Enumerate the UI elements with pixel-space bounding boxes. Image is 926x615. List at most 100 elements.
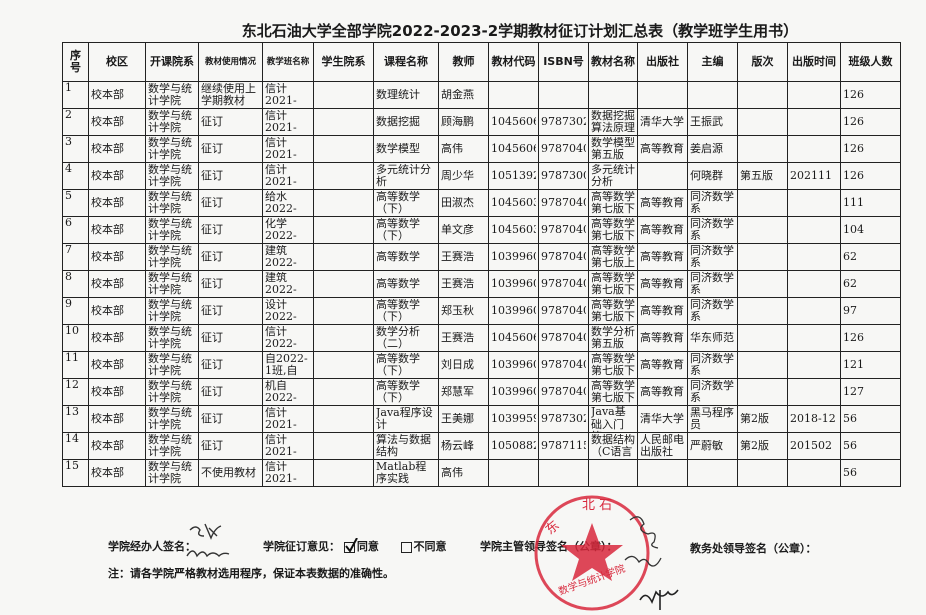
table-cell: 13 [62, 405, 89, 433]
cell-text: 数学与统计学院 [148, 460, 192, 485]
table-cell: 104560639 [488, 135, 539, 163]
table-cell: 62 [840, 270, 901, 298]
opinion-group: 学院征订意见： 同意 不同意 [263, 537, 447, 554]
table-cell: 高等数学（下） [373, 378, 439, 406]
cell-text: 数学与统计学院 [148, 433, 192, 458]
disagree-checkbox[interactable] [400, 541, 412, 553]
table-cell: 郑玉秋 [438, 297, 489, 325]
table-cell: 校本部 [88, 216, 146, 244]
table-cell: 数学与统计学院 [145, 324, 199, 352]
table-cell [313, 189, 374, 217]
table-cell: 9787040396621 [538, 270, 589, 298]
table-cell: 127 [840, 378, 901, 406]
table-cell [637, 81, 688, 109]
cell-text: 104560636 [491, 115, 536, 128]
cell-text: 6 [65, 217, 72, 229]
cell-text: 103996090 [491, 304, 536, 317]
cell-text: 高等教育 [640, 277, 684, 290]
cell-text: 126 [843, 142, 864, 155]
cell-text: 103996090 [491, 358, 536, 371]
cell-text: 王赛浩 [441, 277, 474, 290]
table-cell: 103996091 [488, 243, 539, 271]
table-cell: 高等数学第七版下 [588, 189, 638, 217]
table-cell: 103996090 [488, 351, 539, 379]
table-cell: 高等数学 [373, 270, 439, 298]
table-cell: 126 [840, 162, 901, 190]
table-cell: 数学与统计学院 [145, 135, 199, 163]
cell-text: 9787040396621 [541, 277, 586, 290]
table-cell: 不使用教材 [198, 459, 263, 487]
table-cell: 校本部 [88, 135, 146, 163]
table-cell: 10 [62, 324, 89, 352]
table-cell: 自2022-1班,自 [262, 351, 314, 379]
column-header: 学生院系 [313, 42, 374, 82]
cell-text: 信计2021- [265, 136, 297, 161]
table-cell: 9787040396621 [538, 297, 589, 325]
table-cell [787, 297, 841, 325]
cell-text: 征订 [201, 115, 223, 128]
cell-text: 9787040396621 [541, 385, 586, 398]
table-cell [787, 270, 841, 298]
cell-text: 126 [843, 115, 864, 128]
cell-text: Java程序设计 [376, 406, 433, 431]
cell-text: 清华大学 [640, 412, 684, 425]
cell-text: 10 [65, 325, 79, 337]
table-cell [787, 324, 841, 352]
cell-text: 王美娜 [441, 412, 474, 425]
cell-text: 高等教育 [640, 385, 684, 398]
table-cell: 高等教育 [637, 216, 688, 244]
cell-text: 第2版 [740, 412, 769, 425]
table-cell [588, 459, 638, 487]
table-cell: 105088257 [488, 432, 539, 460]
cell-text: 数据挖掘 [376, 115, 420, 128]
cell-text: 多元统计分析 [376, 163, 431, 188]
column-header: 出版社 [637, 42, 688, 82]
table-cell: 杨云峰 [438, 432, 489, 460]
table-cell: 数据结构（C语言 [588, 432, 638, 460]
table-cell: 56 [840, 459, 901, 487]
table-cell: 高等数学第七版下 [588, 297, 638, 325]
table-cell: 数学与统计学院 [145, 297, 199, 325]
agree-checkbox[interactable] [343, 537, 358, 553]
cell-text: 高等数学第七版下 [591, 298, 635, 323]
column-header: 出版时间 [787, 42, 841, 82]
table-cell: 高等数学第七版下 [588, 216, 638, 244]
table-cell: 9787300268583 [538, 162, 589, 190]
table-cell: 校本部 [88, 189, 146, 217]
table-cell: 2 [62, 108, 89, 136]
table-cell: 高等数学（下） [373, 351, 439, 379]
table-cell: 201502 [787, 432, 841, 460]
cell-text: 104560639 [491, 142, 536, 155]
cell-text: 数据挖掘算法原理 [591, 109, 635, 134]
table-cell [687, 81, 738, 109]
cell-text: 5 [65, 190, 72, 202]
cell-text: 征订 [201, 277, 223, 290]
table-cell: 建筑2022- [262, 243, 314, 271]
table-cell: 校本部 [88, 297, 146, 325]
table-cell: 11 [62, 351, 89, 379]
table-cell: 高等教育 [637, 243, 688, 271]
table-cell: 9787040396621 [538, 189, 589, 217]
column-header: 教材代码 [488, 42, 539, 82]
table-cell [737, 135, 788, 163]
cell-text: 数据结构（C语言 [591, 433, 635, 458]
cell-text: 126 [843, 169, 864, 182]
cell-text: 设计2022- [265, 298, 297, 323]
table-cell: 数学与统计学院 [145, 351, 199, 379]
table-cell [313, 108, 374, 136]
column-header: 教材使用情况 [198, 42, 263, 82]
table-cell: 顾海鹏 [438, 108, 489, 136]
cell-text: 王振武 [690, 115, 723, 128]
cell-text: 信计2022- [265, 325, 297, 350]
table-cell: 62 [840, 243, 901, 271]
table-cell: 征订 [198, 297, 263, 325]
table-cell: 104560328 [488, 216, 539, 244]
table-cell: 126 [840, 108, 901, 136]
table-cell [737, 81, 788, 109]
cell-text: 高等教育 [640, 250, 684, 263]
table-cell: 103996090 [488, 378, 539, 406]
cell-text: 征订 [201, 169, 223, 182]
cell-text: 胡金燕 [441, 88, 474, 101]
table-cell: 数学与统计学院 [145, 459, 199, 487]
